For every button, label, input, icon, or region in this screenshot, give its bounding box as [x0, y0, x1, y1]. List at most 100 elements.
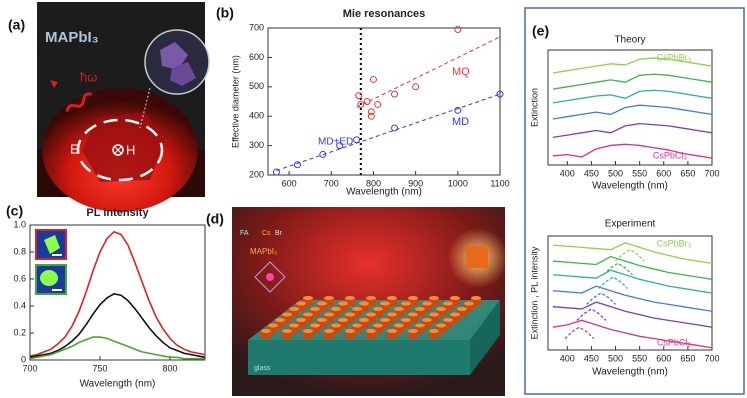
pillar-top — [317, 301, 327, 306]
pillar-top — [394, 323, 404, 328]
y-tick-label: 500 — [249, 81, 264, 91]
pillar-top — [352, 307, 362, 311]
pillar — [352, 325, 362, 334]
pillar — [296, 320, 306, 328]
material-label: MAPbI₃ — [250, 247, 277, 256]
y-tick-label: 0.8 — [13, 246, 26, 256]
pillar — [471, 298, 481, 306]
data-line — [552, 242, 713, 265]
data-point — [367, 112, 375, 120]
pillar — [345, 298, 355, 306]
fa-label: FA — [240, 230, 249, 237]
pillar-top — [366, 312, 376, 317]
pillar-top — [422, 318, 432, 322]
data-line — [29, 336, 205, 360]
pillar-top — [422, 301, 432, 306]
data-line — [586, 292, 616, 305]
photon-label: ħω — [80, 69, 97, 84]
data-point — [272, 168, 280, 176]
pillar-top — [464, 301, 474, 306]
pillar-top — [359, 301, 369, 306]
x-tick-label: 600 — [282, 178, 297, 188]
x-tick-label: 1000 — [448, 178, 468, 188]
pillar — [324, 331, 334, 339]
pillar — [310, 309, 320, 317]
pillar-top — [296, 318, 306, 322]
y-axis-label: Effective diameter (nm) — [230, 55, 240, 148]
pillar — [408, 298, 418, 306]
h-field-label: H — [126, 142, 135, 157]
y-tick-label: 0 — [21, 354, 26, 364]
data-line — [552, 301, 713, 328]
chart-title: Experiment — [605, 219, 656, 230]
data-line — [564, 326, 595, 340]
pillar-top — [338, 318, 348, 322]
substrate-label: glass — [254, 365, 271, 372]
data-point — [369, 75, 377, 83]
br-label: Br — [275, 230, 283, 237]
x-tick-label: 550 — [632, 353, 647, 363]
y-tick-label: 1.0 — [13, 219, 26, 229]
x-tick-label: 450 — [584, 353, 599, 363]
x-tick-label: 650 — [680, 168, 695, 178]
x-tick-label: 700 — [704, 168, 719, 178]
x-axis-label: Wavelength (nm) — [80, 379, 156, 390]
x-tick-label: 600 — [656, 168, 671, 178]
y-tick-label: 0.6 — [13, 273, 26, 283]
data-line — [552, 122, 713, 139]
pillar-top — [331, 307, 341, 311]
pillar-top — [408, 296, 418, 300]
pillar — [422, 303, 432, 312]
pillar — [457, 309, 467, 317]
pillar — [373, 325, 383, 334]
x-tick-label: 700 — [324, 178, 339, 188]
data-point — [355, 92, 363, 100]
pillar-top — [394, 307, 404, 311]
plot-frame — [547, 49, 713, 166]
data-line — [552, 73, 713, 90]
pillar-top — [282, 329, 292, 333]
pillar — [282, 331, 292, 339]
pillar — [338, 320, 348, 328]
pillar — [324, 298, 334, 306]
data-line — [598, 276, 629, 289]
pillar-top — [415, 307, 425, 311]
x-tick-label: 650 — [680, 353, 695, 363]
pillar — [359, 303, 369, 312]
pillar-top — [366, 296, 376, 300]
data-line — [552, 89, 713, 104]
x-tick-label: 400 — [560, 353, 575, 363]
pillar — [373, 309, 383, 317]
e-field-label: E — [70, 141, 79, 156]
insets — [35, 229, 67, 295]
pillar-top — [317, 318, 327, 322]
data-line — [615, 248, 645, 262]
data-line — [552, 104, 713, 120]
pillar-top — [352, 323, 362, 328]
x-tick-label: 700 — [22, 363, 37, 373]
data-line — [29, 293, 206, 359]
pillar-top — [324, 296, 334, 300]
plot-frame — [267, 27, 501, 176]
x-tick-label: 700 — [704, 353, 719, 363]
x-axis-label: Wavelength (nm) — [346, 187, 422, 198]
pillar-top — [387, 296, 397, 300]
pillar — [394, 325, 404, 334]
x-tick-label: 600 — [656, 353, 671, 363]
annotation: MD+ED — [318, 137, 353, 148]
pillar-top — [401, 318, 411, 322]
pillar — [282, 314, 292, 323]
pillar-top — [429, 312, 439, 317]
data-line — [552, 269, 713, 294]
pillar — [359, 320, 369, 328]
x-tick-label: 800 — [162, 363, 177, 373]
panel-label: (a) — [8, 17, 25, 33]
pillar — [450, 298, 460, 306]
pillar — [387, 314, 397, 323]
data-point — [367, 108, 375, 116]
data-point — [336, 142, 344, 150]
pillar — [345, 314, 355, 323]
pillar-top — [457, 307, 467, 311]
pillar-top — [408, 329, 418, 333]
y-axis-label: Extinction — [529, 88, 539, 127]
